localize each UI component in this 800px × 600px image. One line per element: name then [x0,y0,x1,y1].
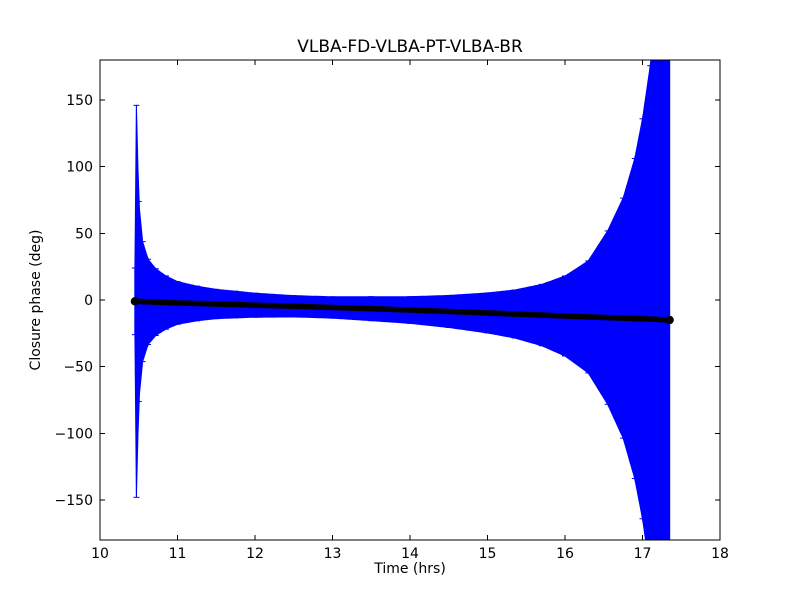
data-point-last [665,315,674,325]
tick-marks [99,60,721,540]
x-tick-label: 16 [556,546,574,562]
x-axis-label: Time (hrs) [374,561,446,577]
y-tick-label: 50 [75,226,93,242]
x-tick-label: 12 [246,546,264,562]
y-tick-label: −50 [63,360,93,376]
y-tick-label: −100 [55,426,93,442]
plot-title: VLBA-FD-VLBA-PT-VLBA-BR [297,37,523,57]
error-envelope [134,60,671,540]
x-tick-label: 17 [634,546,652,562]
x-tick-label: 14 [401,546,419,562]
tick-labels: 10 11 12 13 14 15 16 17 18 −150 −100 −50 0 50 100 150 [55,93,729,562]
x-tick-label: 13 [324,546,342,562]
y-tick-label: 150 [66,93,93,109]
data-markers [130,297,674,325]
x-tick-label: 18 [711,546,729,562]
x-tick-label: 11 [169,546,187,562]
y-tick-label: 0 [84,293,93,309]
y-tick-label: 100 [66,160,93,176]
x-tick-label: 15 [479,546,497,562]
data-point-first [130,297,140,306]
y-axis-label: Closure phase (deg) [28,229,44,371]
y-tick-label: −150 [55,493,93,509]
x-tick-label: 10 [91,546,109,562]
